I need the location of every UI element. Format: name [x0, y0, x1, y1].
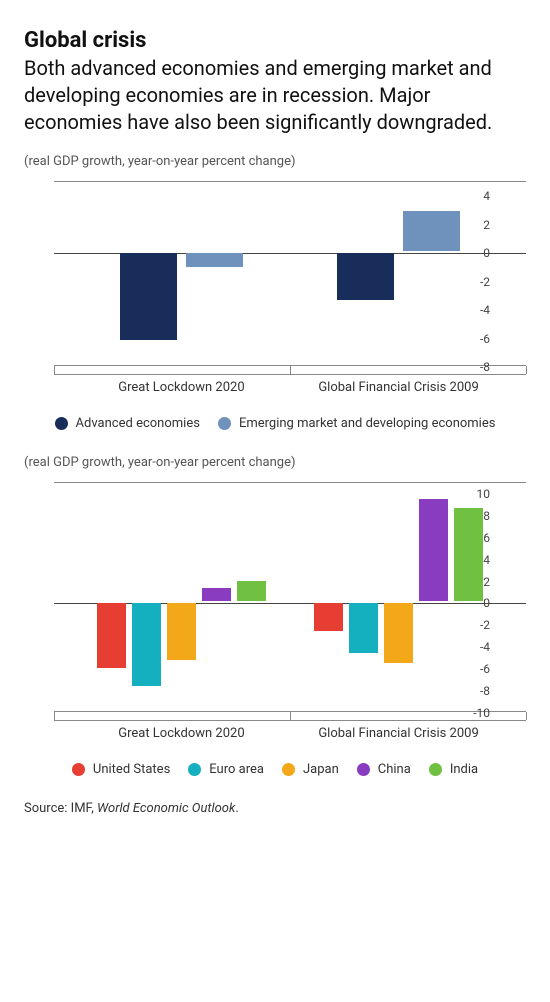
legend-item: United States — [72, 762, 170, 777]
category-label: Great Lockdown 2020 — [82, 380, 280, 395]
category-tick — [290, 712, 291, 720]
legend-swatch — [55, 417, 68, 430]
legend-label: Euro area — [209, 762, 264, 777]
legend-label: United States — [93, 762, 170, 777]
bar — [237, 581, 266, 602]
figure-container: Global crisis Both advanced economies an… — [0, 0, 550, 849]
plot-area: -10-8-6-4-20246810 — [54, 482, 526, 712]
legend-item: China — [357, 762, 411, 777]
bar — [314, 603, 343, 630]
category-label: Global Financial Crisis 2009 — [299, 380, 497, 395]
source-line: Source: IMF, World Economic Outlook. — [24, 801, 526, 816]
bar — [120, 253, 177, 340]
legend-label: Emerging market and developing economies — [239, 416, 496, 431]
axis-note: (real GDP growth, year-on-year percent c… — [24, 455, 526, 470]
legend: Advanced economies Emerging market and de… — [24, 416, 526, 431]
legend-swatch — [357, 763, 370, 776]
legend-label: Japan — [303, 762, 339, 777]
legend-item: Emerging market and developing economies — [218, 416, 496, 431]
axis-note: (real GDP growth, year-on-year percent c… — [24, 154, 526, 169]
legend-swatch — [429, 763, 442, 776]
chart-2: (real GDP growth, year-on-year percent c… — [24, 455, 526, 777]
bar — [419, 499, 448, 602]
category-label: Great Lockdown 2020 — [82, 726, 280, 741]
bar — [167, 603, 196, 660]
legend-item: Euro area — [188, 762, 264, 777]
category-label: Global Financial Crisis 2009 — [299, 726, 497, 741]
bar — [97, 603, 126, 668]
legend-label: India — [450, 762, 478, 777]
category-tick — [54, 366, 55, 374]
bar — [384, 603, 413, 662]
bar — [337, 253, 394, 300]
chart-1: (real GDP growth, year-on-year percent c… — [24, 154, 526, 431]
bar — [186, 253, 243, 267]
legend-label: Advanced economies — [76, 416, 200, 431]
page-title: Global crisis — [24, 28, 526, 53]
bar — [132, 603, 161, 685]
plot-area: -8-6-4-2024 — [54, 181, 526, 366]
legend-swatch — [282, 763, 295, 776]
legend-item: Advanced economies — [55, 416, 200, 431]
category-axis: Great Lockdown 2020 Global Financial Cris… — [54, 712, 526, 754]
category-tick — [526, 366, 527, 374]
category-baseline — [54, 720, 526, 721]
bars-layer — [54, 182, 526, 365]
chart-body: -10-8-6-4-20246810 Great Lockdown 2020 Glo… — [24, 482, 526, 754]
category-baseline — [54, 374, 526, 375]
category-tick — [290, 366, 291, 374]
legend-swatch — [72, 763, 85, 776]
bar — [202, 588, 231, 601]
category-axis: Great Lockdown 2020 Global Financial Cris… — [54, 366, 526, 408]
bar — [403, 211, 460, 251]
bar — [349, 603, 378, 652]
chart-economy-groups: (real GDP growth, year-on-year percent c… — [24, 154, 526, 431]
chart-body: -8-6-4-2024 Great Lockdown 2020 Global Fin… — [24, 181, 526, 408]
legend-swatch — [218, 417, 231, 430]
bars-layer — [54, 483, 526, 711]
bar — [454, 508, 483, 601]
category-tick — [526, 712, 527, 720]
chart-major-economies: (real GDP growth, year-on-year percent c… — [24, 455, 526, 777]
source-prefix: Source: IMF, — [24, 801, 97, 816]
page-subtitle: Both advanced economies and emerging mar… — [24, 55, 526, 136]
legend-item: India — [429, 762, 478, 777]
legend: United States Euro area Japan China India — [24, 762, 526, 777]
source-italic: World Economic Outlook — [97, 801, 235, 816]
source-suffix: . — [235, 801, 238, 816]
legend-label: China — [378, 762, 411, 777]
legend-item: Japan — [282, 762, 339, 777]
legend-swatch — [188, 763, 201, 776]
category-tick — [54, 712, 55, 720]
